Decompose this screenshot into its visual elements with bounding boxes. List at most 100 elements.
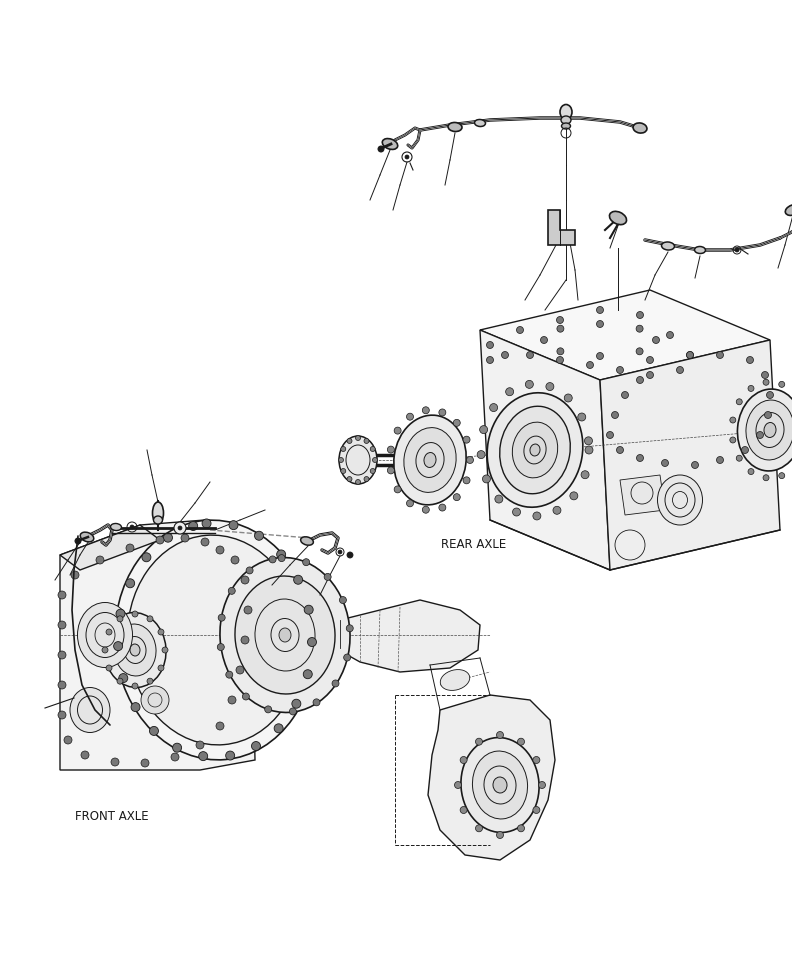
- Circle shape: [58, 711, 66, 719]
- Circle shape: [181, 534, 189, 542]
- Circle shape: [174, 522, 186, 534]
- Ellipse shape: [493, 777, 507, 793]
- Circle shape: [767, 391, 774, 399]
- Circle shape: [156, 536, 164, 544]
- Circle shape: [422, 407, 429, 413]
- Ellipse shape: [562, 123, 570, 129]
- Circle shape: [201, 538, 209, 546]
- Circle shape: [747, 356, 753, 364]
- Circle shape: [370, 469, 375, 473]
- Circle shape: [557, 325, 564, 332]
- Circle shape: [646, 356, 653, 364]
- Circle shape: [636, 325, 643, 332]
- Circle shape: [303, 559, 310, 565]
- Circle shape: [737, 455, 742, 461]
- Circle shape: [356, 436, 360, 440]
- Circle shape: [178, 526, 182, 530]
- Circle shape: [546, 382, 554, 390]
- Ellipse shape: [80, 532, 93, 542]
- Circle shape: [687, 351, 694, 358]
- Circle shape: [276, 550, 286, 559]
- Circle shape: [241, 576, 249, 584]
- Circle shape: [130, 525, 134, 529]
- Circle shape: [117, 679, 123, 684]
- Circle shape: [475, 739, 482, 745]
- Circle shape: [505, 388, 514, 396]
- Circle shape: [244, 606, 252, 614]
- Circle shape: [495, 495, 503, 503]
- Circle shape: [585, 446, 593, 454]
- Circle shape: [646, 372, 653, 378]
- Circle shape: [338, 550, 342, 554]
- Circle shape: [501, 351, 508, 358]
- Circle shape: [637, 377, 644, 383]
- Circle shape: [216, 546, 224, 554]
- Circle shape: [539, 781, 546, 789]
- Circle shape: [163, 533, 173, 542]
- Circle shape: [370, 446, 375, 451]
- Circle shape: [338, 458, 344, 463]
- Ellipse shape: [70, 687, 110, 733]
- Circle shape: [405, 155, 409, 159]
- Circle shape: [748, 469, 754, 474]
- Circle shape: [226, 671, 233, 679]
- Circle shape: [64, 736, 72, 744]
- Ellipse shape: [530, 444, 540, 456]
- Circle shape: [691, 462, 699, 469]
- Circle shape: [96, 556, 104, 564]
- Circle shape: [106, 629, 112, 635]
- Circle shape: [730, 437, 736, 443]
- Circle shape: [486, 342, 493, 348]
- Circle shape: [406, 413, 413, 420]
- Ellipse shape: [78, 602, 132, 668]
- Circle shape: [242, 693, 249, 700]
- Circle shape: [341, 446, 346, 451]
- Circle shape: [730, 417, 736, 423]
- Circle shape: [557, 317, 563, 323]
- Circle shape: [764, 411, 771, 418]
- Circle shape: [246, 567, 253, 574]
- Circle shape: [236, 666, 244, 674]
- Ellipse shape: [235, 576, 335, 694]
- Circle shape: [141, 759, 149, 767]
- Circle shape: [141, 686, 169, 714]
- Circle shape: [313, 699, 320, 706]
- Ellipse shape: [114, 624, 156, 676]
- Ellipse shape: [786, 204, 792, 216]
- Ellipse shape: [279, 628, 291, 642]
- Circle shape: [517, 825, 524, 832]
- Circle shape: [761, 372, 768, 378]
- Circle shape: [347, 476, 352, 481]
- Circle shape: [252, 741, 261, 750]
- Circle shape: [564, 394, 573, 402]
- Polygon shape: [335, 600, 480, 672]
- Circle shape: [332, 680, 339, 687]
- Circle shape: [596, 352, 604, 359]
- Ellipse shape: [633, 123, 647, 133]
- Circle shape: [387, 446, 394, 453]
- Circle shape: [480, 426, 488, 434]
- Circle shape: [75, 538, 81, 544]
- Circle shape: [512, 508, 520, 516]
- Circle shape: [717, 351, 724, 358]
- Circle shape: [422, 506, 429, 513]
- Circle shape: [717, 457, 724, 464]
- Circle shape: [378, 146, 384, 152]
- Circle shape: [265, 706, 272, 712]
- Circle shape: [489, 404, 497, 411]
- Circle shape: [241, 636, 249, 644]
- Ellipse shape: [383, 138, 398, 149]
- Circle shape: [553, 506, 561, 514]
- Circle shape: [477, 450, 485, 459]
- Circle shape: [217, 644, 224, 650]
- Circle shape: [517, 739, 524, 745]
- Ellipse shape: [339, 436, 377, 484]
- Circle shape: [364, 476, 369, 481]
- Circle shape: [188, 522, 198, 530]
- Circle shape: [278, 555, 285, 561]
- Circle shape: [667, 331, 673, 339]
- Circle shape: [616, 367, 623, 374]
- Polygon shape: [60, 520, 255, 770]
- Polygon shape: [60, 525, 160, 570]
- Circle shape: [637, 455, 644, 462]
